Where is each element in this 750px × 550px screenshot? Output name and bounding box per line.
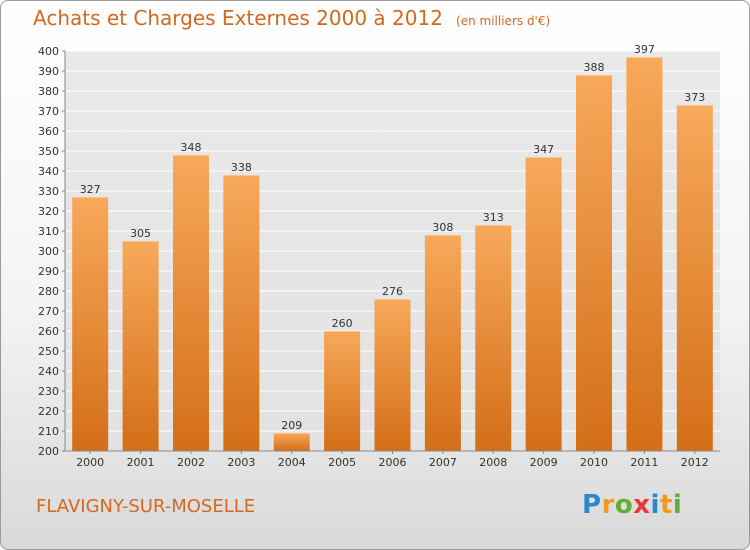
y-tick-label: 400: [38, 45, 59, 58]
proxiti-logo: Proxiti: [582, 490, 683, 520]
y-tick-label: 250: [38, 345, 59, 358]
y-tick-label: 240: [38, 365, 59, 378]
chart-title-group: Achats et Charges Externes 2000 à 2012 (…: [33, 6, 550, 30]
bar: [324, 331, 361, 451]
data-label: 373: [684, 91, 705, 104]
data-label: 260: [332, 317, 353, 330]
commune-name: FLAVIGNY-SUR-MOSELLE: [36, 496, 256, 517]
bar: [223, 175, 260, 451]
data-label: 397: [634, 43, 655, 56]
data-label: 338: [231, 161, 252, 174]
bar: [172, 155, 209, 451]
y-tick-label: 310: [38, 225, 59, 238]
x-tick-label: 2003: [227, 456, 255, 469]
x-tick-label: 2001: [127, 456, 155, 469]
y-tick-label: 380: [38, 85, 59, 98]
y-tick-label: 270: [38, 305, 59, 318]
data-label: 313: [483, 211, 504, 224]
chart-title: Achats et Charges Externes 2000 à 2012: [33, 6, 443, 30]
bar: [374, 299, 411, 451]
y-tick-label: 260: [38, 325, 59, 338]
x-tick-label: 2010: [580, 456, 608, 469]
x-tick-label: 2000: [76, 456, 104, 469]
data-label: 276: [382, 285, 403, 298]
data-label: 209: [281, 419, 302, 432]
y-tick-label: 300: [38, 245, 59, 258]
y-tick-label: 350: [38, 145, 59, 158]
data-label: 327: [80, 183, 101, 196]
x-tick-label: 2009: [530, 456, 558, 469]
y-tick-label: 290: [38, 265, 59, 278]
data-label: 347: [533, 143, 554, 156]
bar: [626, 57, 663, 451]
bar: [525, 157, 562, 451]
y-tick-label: 210: [38, 425, 59, 438]
x-tick-label: 2011: [630, 456, 658, 469]
bar: [72, 197, 109, 451]
y-tick-label: 360: [38, 125, 59, 138]
x-tick-label: 2006: [379, 456, 407, 469]
bar: [273, 433, 310, 451]
y-tick-label: 320: [38, 205, 59, 218]
x-tick-label: 2007: [429, 456, 457, 469]
x-tick-label: 2002: [177, 456, 205, 469]
y-tick-label: 220: [38, 405, 59, 418]
x-tick-label: 2012: [681, 456, 709, 469]
x-tick-label: 2004: [278, 456, 306, 469]
bar: [576, 75, 613, 451]
y-tick-label: 200: [38, 445, 59, 458]
data-label: 308: [432, 221, 453, 234]
y-tick-label: 230: [38, 385, 59, 398]
y-tick-label: 370: [38, 105, 59, 118]
data-label: 305: [130, 227, 151, 240]
x-tick-label: 2008: [479, 456, 507, 469]
bar: [122, 241, 159, 451]
x-tick-label: 2005: [328, 456, 356, 469]
chart-subtitle: (en milliers d'€): [456, 14, 551, 28]
bar: [676, 105, 713, 451]
y-tick-label: 340: [38, 165, 59, 178]
y-tick-label: 280: [38, 285, 59, 298]
y-tick-label: 390: [38, 65, 59, 78]
y-tick-label: 330: [38, 185, 59, 198]
bar: [475, 225, 512, 451]
data-label: 348: [180, 141, 201, 154]
data-label: 388: [584, 61, 605, 74]
bar: [424, 235, 461, 451]
